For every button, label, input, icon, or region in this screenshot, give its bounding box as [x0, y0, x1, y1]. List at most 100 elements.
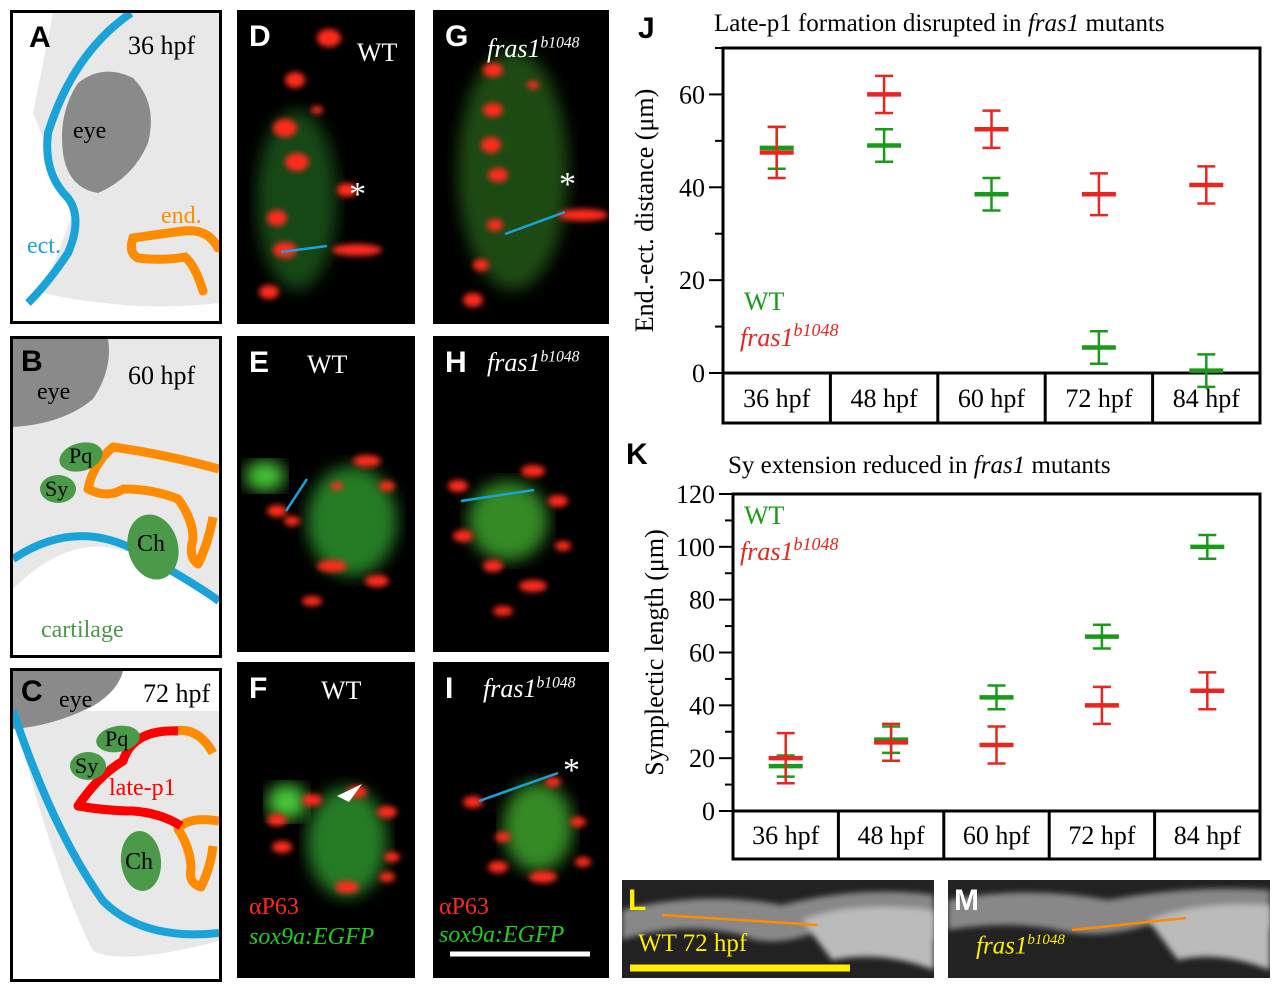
fluorescence-image	[245, 455, 397, 606]
panel-a-schematic: A 36 hpf eye ect. end.	[10, 10, 222, 324]
chart-title-pre: Late-p1 formation disrupted in	[714, 10, 1028, 37]
eye-shape	[13, 671, 123, 729]
x-tick-label: 84 hpf	[1173, 384, 1241, 413]
grayscale-image	[948, 888, 1270, 970]
panel-m-micrograph: M fras1b1048	[948, 880, 1270, 978]
y-tick-label: 20	[679, 266, 705, 295]
panel-letter: B	[21, 345, 43, 378]
endoderm-line	[126, 226, 219, 296]
fluorescence-image	[458, 50, 608, 307]
genotype-name: fras1	[487, 34, 541, 63]
ectoderm-line	[13, 709, 219, 939]
panel-letter: C	[21, 675, 43, 708]
panel-letter-k: K	[626, 438, 648, 471]
data-point	[1189, 353, 1224, 389]
data-point	[979, 684, 1014, 711]
sy-cartilage	[40, 475, 76, 503]
data-point	[1190, 671, 1225, 711]
data-point	[1081, 172, 1116, 217]
endoderm-label: end.	[161, 203, 202, 229]
asterisk-mark: *	[559, 166, 576, 203]
chart-j: 36 hpf 48 hpf 60 hpf 72 hpf 84 hpf 0 20 40 60 End…	[630, 46, 1262, 425]
chart-title-post: mutants	[1079, 10, 1165, 37]
ectoderm-label: ect.	[27, 233, 61, 259]
panel-letter: M	[954, 884, 979, 917]
fluorescence-image	[450, 771, 591, 957]
y-tick-label: 100	[676, 533, 715, 562]
panel-letter: I	[445, 672, 454, 705]
y-tick-label: 80	[689, 586, 715, 615]
chart-j-title: Late-p1 formation disrupted in fras1 mut…	[714, 10, 1165, 38]
stain-label-sox9a: sox9a:EGFP	[439, 922, 565, 948]
x-tick-label: 48 hpf	[851, 384, 919, 413]
pq-cartilage	[96, 725, 140, 753]
fluorescence-image	[267, 784, 400, 897]
data-point	[768, 731, 803, 785]
panel-c-drawing	[13, 671, 219, 957]
x-tick-label: 48 hpf	[858, 821, 926, 850]
y-tick-label: 60	[679, 80, 705, 109]
y-tick-label: 0	[702, 797, 715, 826]
asterisk-mark: *	[563, 752, 580, 789]
eye-label: eye	[59, 687, 93, 713]
y-tick-label: 0	[692, 359, 705, 388]
data-point	[867, 74, 902, 115]
genotype-label: fras1b1048	[487, 348, 579, 378]
allele-name: b1048	[536, 674, 576, 692]
genotype-label: fras1b1048	[487, 34, 579, 64]
chart-title-italic: fras1	[1027, 10, 1080, 37]
panel-letter: L	[628, 884, 647, 917]
fluorescence-image	[448, 465, 571, 616]
ectoderm-line	[25, 13, 134, 306]
panel-d-micrograph: D WT *	[237, 10, 415, 324]
allele-name: b1048	[1027, 932, 1065, 948]
eye-label: eye	[37, 379, 71, 405]
endoderm-line	[83, 442, 219, 569]
allele-name: b1048	[540, 348, 580, 366]
pq-cartilage	[59, 442, 103, 472]
x-tick-label: 60 hpf	[963, 821, 1031, 850]
data-point	[1189, 165, 1224, 205]
panel-letter: H	[445, 346, 467, 379]
sy-label: Sy	[75, 753, 99, 778]
legend-mutant: fras1b1048	[740, 534, 838, 566]
data-point	[974, 176, 1009, 212]
ch-cartilage	[120, 831, 162, 891]
data-point	[974, 109, 1009, 150]
x-tick-label: 36 hpf	[752, 821, 820, 850]
grayscale-image	[622, 891, 934, 972]
x-tick-label: 84 hpf	[1174, 821, 1242, 850]
panel-letter: D	[249, 20, 271, 53]
panel-letter: F	[249, 672, 268, 705]
category-box	[721, 371, 1262, 425]
genotype-label: WT	[307, 350, 348, 379]
genotype-name: fras1	[487, 348, 541, 377]
ch-label: Ch	[137, 531, 166, 557]
panel-l-micrograph: L WT 72 hpf	[622, 880, 934, 978]
x-tick-label: 72 hpf	[1065, 384, 1133, 413]
y-tick-label: 40	[679, 173, 705, 202]
panel-g-micrograph: G fras1b1048 *	[433, 10, 609, 324]
panel-letter: G	[445, 20, 469, 53]
y-tick-label: 40	[689, 691, 715, 720]
data-point	[759, 125, 794, 180]
cartilage-label: cartilage	[41, 617, 124, 643]
data-point	[1081, 329, 1116, 365]
eye-shape	[13, 339, 109, 427]
chart-title-pre: Sy extension reduced in	[728, 452, 974, 479]
chart-title-post: mutants	[1025, 452, 1111, 479]
genotype-label: WT	[321, 676, 362, 705]
genotype-label: fras1b1048	[976, 932, 1065, 960]
stain-label-p63: αP63	[249, 894, 299, 920]
chart-title-italic: fras1	[973, 452, 1026, 479]
stage-label: 72 hpf	[143, 679, 211, 708]
genotype-name: fras1	[483, 674, 537, 703]
panel-h-micrograph: H fras1b1048	[433, 336, 609, 652]
y-axis-label: Symplectic length (μm)	[640, 529, 669, 775]
data-point	[874, 722, 909, 763]
sy-cartilage	[70, 752, 106, 780]
legend-wt: WT	[744, 287, 785, 316]
stain-label-sox9a: sox9a:EGFP	[249, 924, 375, 950]
late-p1-label: late-p1	[109, 775, 176, 801]
ch-cartilage	[127, 514, 179, 580]
